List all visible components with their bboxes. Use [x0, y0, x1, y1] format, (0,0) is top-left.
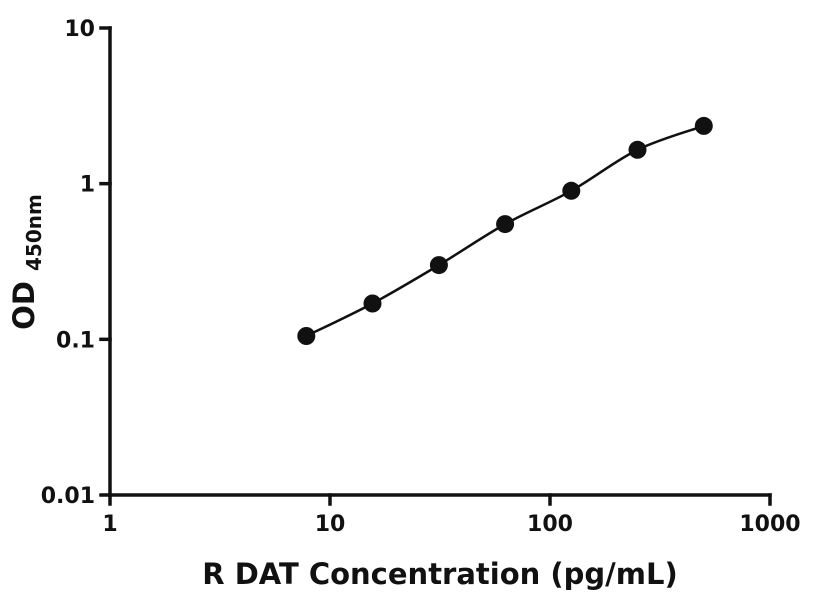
x-tick-label: 10	[315, 512, 346, 537]
x-axis-title: R DAT Concentration (pg/mL)	[202, 557, 677, 591]
data-point	[429, 256, 448, 275]
y-tick-label: 0.01	[41, 484, 95, 509]
y-axis-title-subscript: 450nm	[22, 194, 46, 271]
data-point	[363, 294, 382, 313]
data-point	[297, 327, 316, 345]
y-tick-label: 1	[80, 173, 95, 198]
x-tick-label: 1	[102, 512, 117, 537]
y-tick-label: 0.1	[56, 328, 95, 353]
y-tick-label: 10	[64, 17, 95, 42]
data-point	[562, 181, 581, 200]
data-point	[496, 215, 515, 234]
plot-layer: 1 10 100 1000 0.01 0.1 1 10	[41, 17, 801, 537]
x-tick-label: 1000	[739, 512, 800, 537]
data-point	[628, 140, 647, 159]
data-point	[694, 116, 713, 135]
y-axis-title-main: OD	[7, 281, 41, 330]
x-tick-label: 100	[527, 512, 573, 537]
y-axis-title: OD 450nm	[7, 194, 46, 330]
